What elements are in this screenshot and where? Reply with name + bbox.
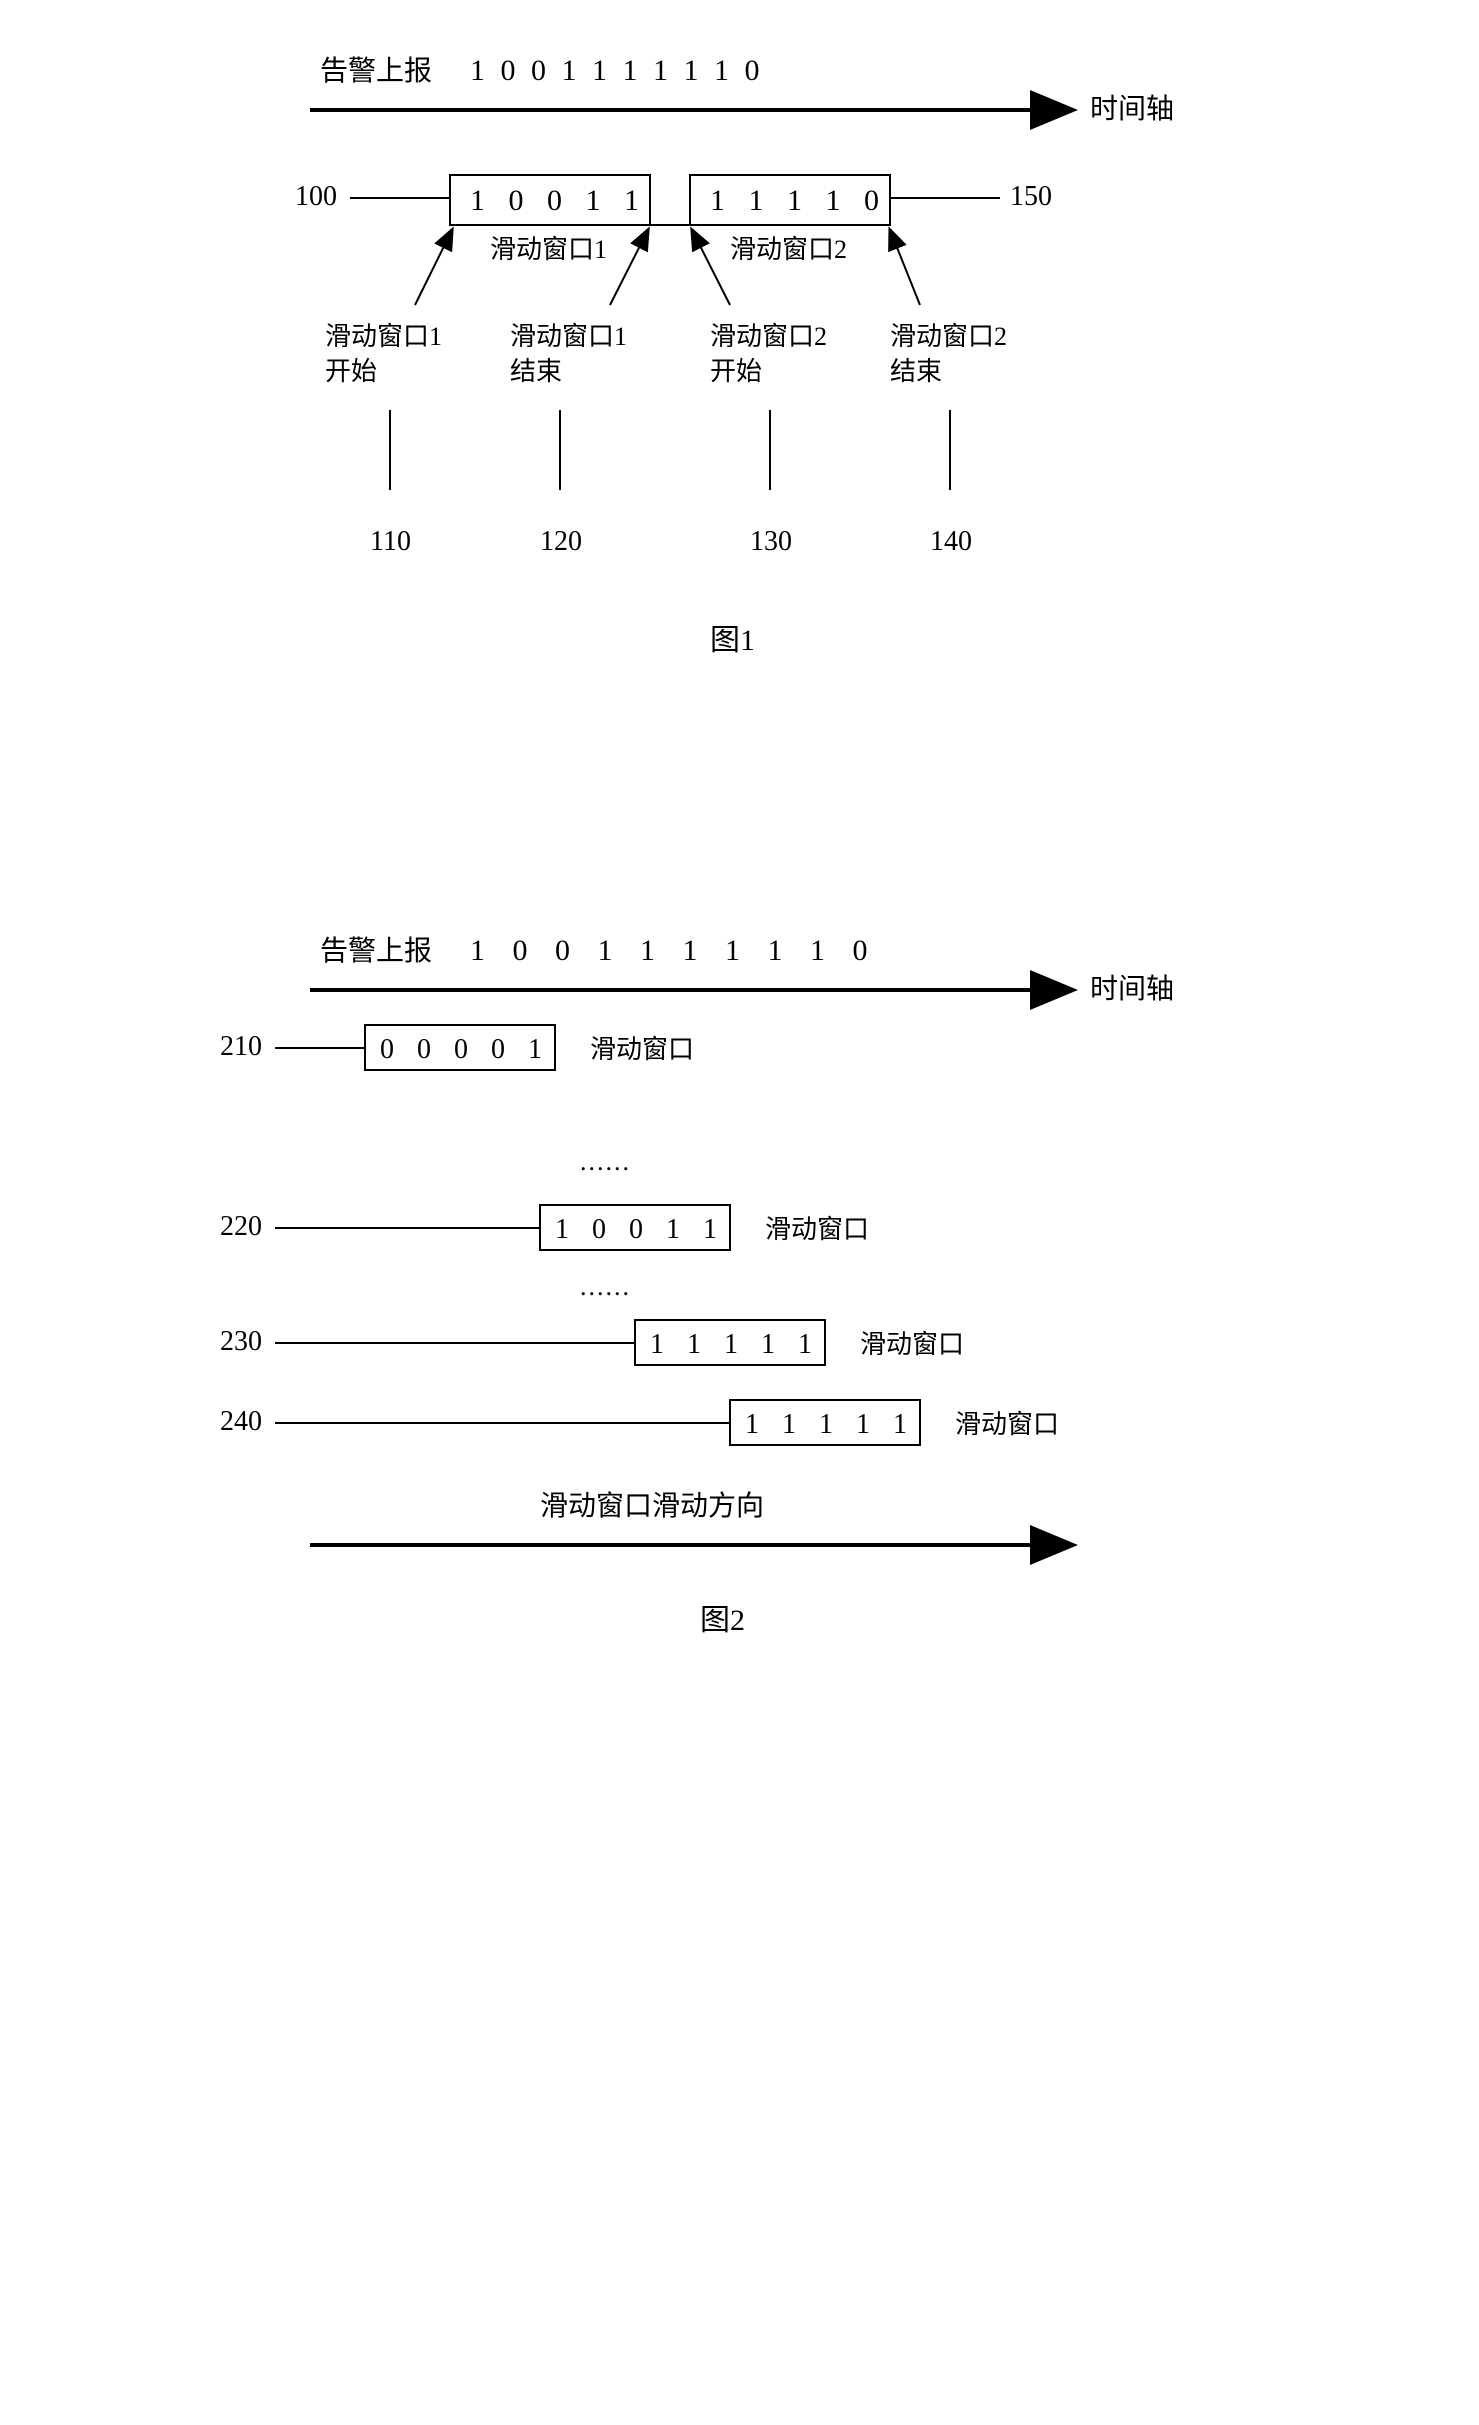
bits-230: 1 1 1 1 1 [650,1329,820,1360]
window-2-bits: 1 1 1 1 0 [710,184,887,217]
bits-240: 1 1 1 1 1 [745,1409,915,1440]
w1-end-sub: 结束 [510,357,562,386]
ref-100: 100 [295,181,337,212]
w2-start-label: 滑动窗口2 [710,322,827,351]
w2-start-sub: 开始 [710,357,762,386]
dots-2: ...... [580,1272,631,1301]
window-1-label: 滑动窗口1 [490,235,607,264]
direction-label: 滑动窗口滑动方向 [540,1490,764,1522]
bits-sequence: 1 0 0 1 1 1 1 1 1 0 [470,54,764,87]
arrow-w2-start [692,230,730,305]
ref-140: 140 [930,526,972,557]
ref-120: 120 [540,526,582,557]
fig2-caption: 图2 [700,1604,745,1637]
label-210: 滑动窗口 [590,1035,694,1064]
window-2-label: 滑动窗口2 [730,235,847,264]
window-1-bits: 1 0 0 1 1 [470,184,647,217]
figure-2: 告警上报 1 0 0 1 1 1 1 1 1 0 时间轴 210 0 0 0 0… [40,920,1439,1680]
ref-110: 110 [370,526,411,557]
w2-end-label: 滑动窗口2 [890,322,1007,351]
ref-150: 150 [1010,181,1052,212]
label-220: 滑动窗口 [765,1215,869,1244]
bits-sequence-2: 1 0 0 1 1 1 1 1 1 0 [470,934,878,967]
w1-start-sub: 开始 [325,357,377,386]
arrow-w2-end [890,230,920,305]
time-axis-label: 时间轴 [1090,93,1174,125]
arrow-w1-start [415,230,452,305]
ref-230: 230 [220,1326,262,1357]
alarm-label: 告警上报 [320,55,432,87]
time-axis-label-2: 时间轴 [1090,973,1174,1005]
ref-210: 210 [220,1031,262,1062]
ref-220: 220 [220,1211,262,1242]
w1-start-label: 滑动窗口1 [325,322,442,351]
fig1-caption: 图1 [710,624,755,657]
w2-end-sub: 结束 [890,357,942,386]
dots-1: ...... [580,1147,631,1176]
figure-2-svg: 告警上报 1 0 0 1 1 1 1 1 1 0 时间轴 210 0 0 0 0… [190,920,1290,1680]
w1-end-label: 滑动窗口1 [510,322,627,351]
ref-240: 240 [220,1406,262,1437]
label-230: 滑动窗口 [860,1330,964,1359]
bits-220: 1 0 0 1 1 [555,1214,725,1245]
bits-210: 0 0 0 0 1 [380,1034,550,1065]
ref-130: 130 [750,526,792,557]
label-240: 滑动窗口 [955,1410,1059,1439]
arrow-w1-end [610,230,648,305]
figure-1-svg: 告警上报 1 0 0 1 1 1 1 1 1 0 时间轴 100 1 0 0 1… [190,40,1290,720]
alarm-label-2: 告警上报 [320,935,432,967]
figure-1: 告警上报 1 0 0 1 1 1 1 1 1 0 时间轴 100 1 0 0 1… [40,40,1439,720]
